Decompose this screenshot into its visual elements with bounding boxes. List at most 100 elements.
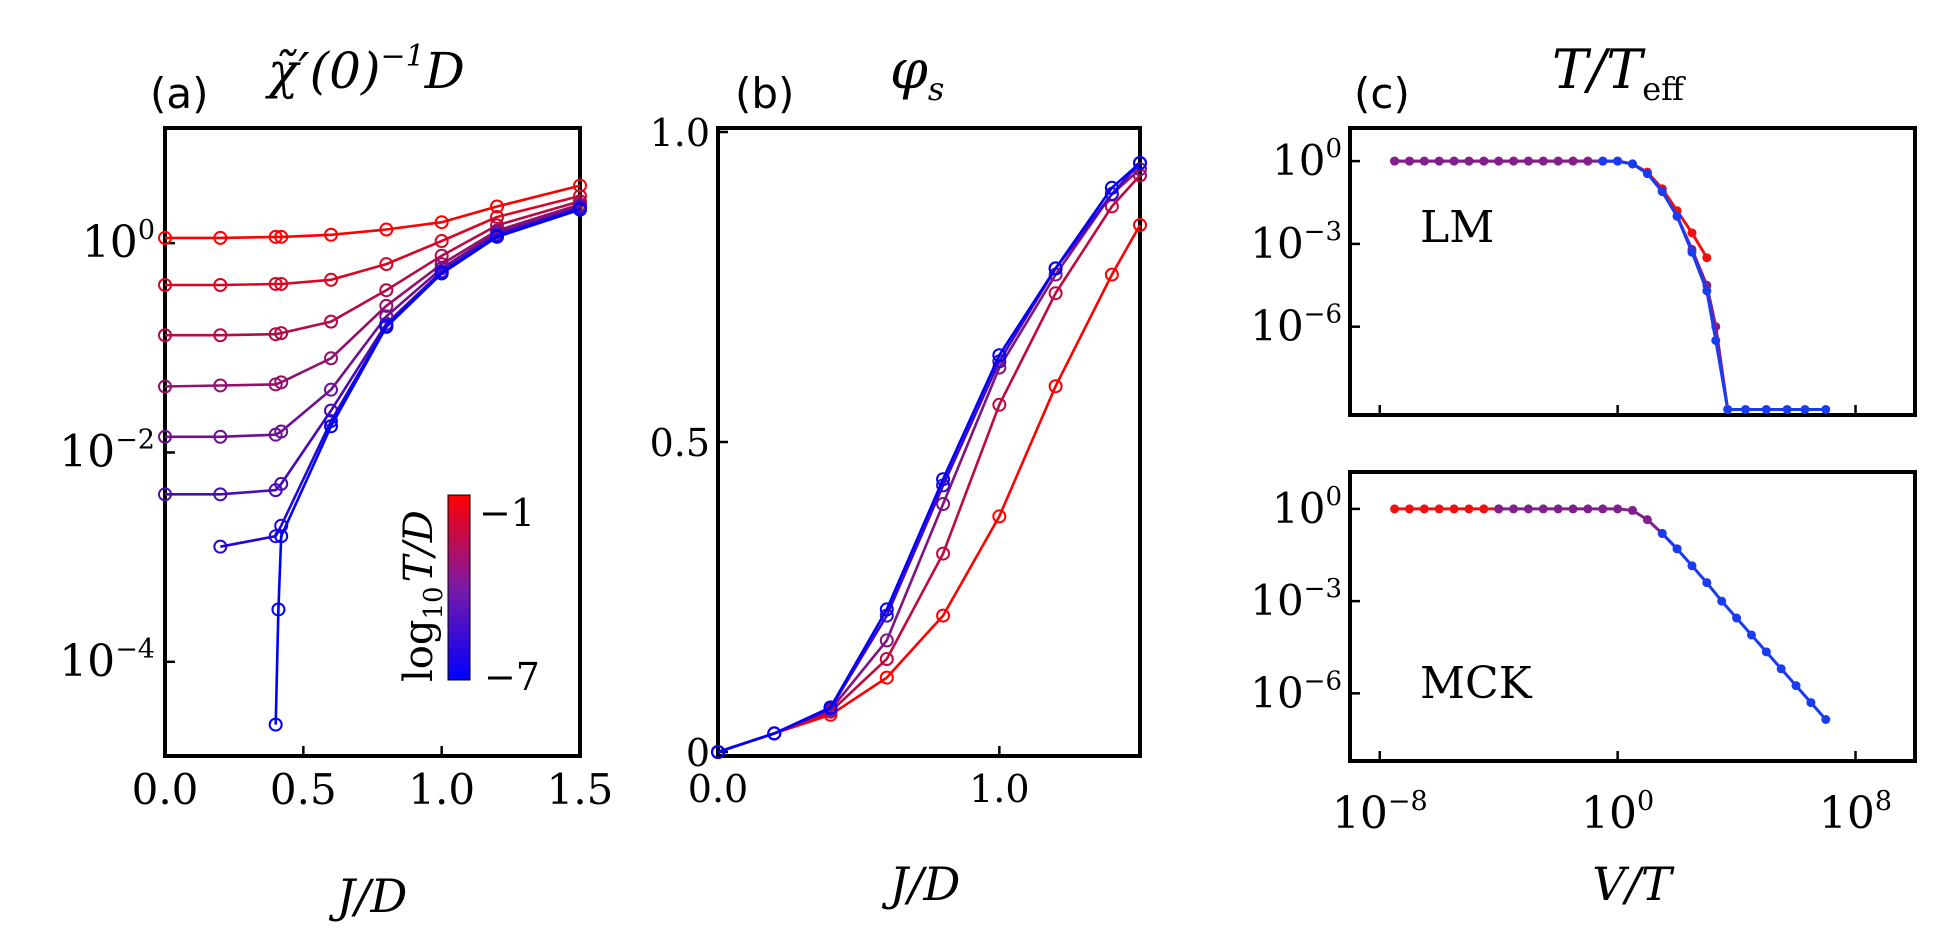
data-point: [213, 487, 228, 502]
data-point: [1568, 156, 1578, 166]
y-tick-label: 10−6: [1250, 666, 1342, 717]
data-point: [1782, 404, 1792, 414]
data-point: [1672, 211, 1682, 221]
data-point: [490, 199, 504, 214]
data-point: [379, 257, 394, 272]
panel-c-mck-label: MCK: [1420, 658, 1533, 709]
data-point: [158, 379, 172, 394]
data-point: [879, 670, 894, 685]
data-point: [992, 397, 1007, 412]
data-point: [1523, 504, 1533, 514]
data-point: [936, 546, 951, 561]
data-point: [1657, 528, 1667, 538]
data-point: [936, 497, 951, 511]
data-point: [1434, 504, 1444, 514]
data-point: [1806, 698, 1816, 708]
data-point: [1464, 156, 1474, 166]
data-point: [158, 278, 172, 292]
x-tick-label: 0.0: [688, 767, 748, 811]
data-point: [379, 222, 394, 237]
data-point: [823, 700, 838, 715]
y-tick-label: 0.5: [650, 421, 710, 465]
data-point: [879, 633, 894, 648]
data-point: [879, 602, 894, 617]
y-tick-label: 10−4: [59, 634, 155, 687]
panel-b-label: (b): [735, 69, 794, 118]
data-point: [1583, 156, 1593, 166]
panel-c-title: T/Teff: [1552, 38, 1686, 108]
y-tick-label: 100: [82, 215, 155, 268]
x-tick-label: 1.0: [408, 765, 475, 814]
data-point: [992, 509, 1007, 524]
y-tick-label: 100: [1272, 482, 1342, 533]
data-point: [1479, 504, 1489, 514]
data-point: [1048, 261, 1063, 276]
data-point: [434, 266, 449, 281]
data-point: [490, 209, 504, 224]
data-point: [1598, 504, 1608, 514]
series-line: [165, 205, 581, 439]
data-point: [213, 328, 228, 343]
y-tick-label: 10−6: [1250, 300, 1342, 351]
panel-b-title: φs: [890, 38, 944, 108]
panel-c-mck-frame: [1348, 470, 1917, 763]
data-point: [1404, 156, 1414, 166]
data-point: [274, 276, 289, 291]
data-point: [379, 283, 394, 298]
y-tick-label: 10−2: [59, 424, 155, 477]
data-point: [573, 178, 587, 193]
data-point: [1642, 515, 1652, 525]
data-point: [268, 327, 283, 342]
data-point: [1390, 156, 1400, 166]
data-point: [213, 429, 228, 444]
series-line: [717, 162, 1141, 754]
data-point: [1419, 156, 1429, 166]
panel-a-xlabel: J/D: [329, 869, 408, 923]
data-point: [379, 319, 394, 334]
data-point: [1538, 156, 1548, 166]
data-point: [213, 539, 228, 554]
data-point: [1687, 561, 1697, 571]
panel-c-series: [1390, 156, 1831, 724]
y-tick-label: 10−3: [1250, 574, 1342, 625]
data-point: [1776, 664, 1786, 674]
data-point: [1761, 647, 1771, 657]
data-point: [1657, 186, 1667, 196]
data-point: [1732, 613, 1742, 623]
data-point: [324, 382, 338, 397]
data-point: [274, 326, 289, 341]
data-point: [213, 230, 228, 245]
colorbar: [447, 494, 471, 681]
data-point: [1687, 228, 1697, 238]
data-point: [379, 298, 394, 313]
panel-a: (a) χ̃′(0)−1D 0.0 0.5 1.0 1.5 100 10−2 10−4 −1…: [59, 39, 613, 923]
data-point: [1613, 156, 1623, 166]
data-point: [158, 328, 172, 343]
series-line: [165, 200, 581, 337]
data-point: [1711, 335, 1721, 345]
panel-b-xlabel: J/D: [882, 857, 961, 911]
x-tick-label: 0.5: [270, 765, 337, 814]
colorbar-top-label: −1: [479, 491, 535, 535]
data-point: [324, 227, 338, 242]
data-point: [158, 487, 172, 502]
panel-b: (b) φs 0.0 1.0 0 0.5 1.0 J/D: [650, 38, 1147, 911]
y-tick-label: 0: [686, 731, 710, 775]
data-point: [879, 652, 894, 666]
series-line: [164, 203, 581, 388]
series-line: [1602, 159, 1826, 411]
data-point: [1133, 218, 1147, 232]
data-point: [271, 602, 286, 617]
data-point: [1717, 596, 1727, 606]
data-point: [1702, 578, 1712, 588]
data-point: [1538, 504, 1548, 514]
data-point: [1821, 714, 1831, 724]
x-tick-label: 1.0: [969, 767, 1029, 811]
data-point: [1761, 404, 1771, 414]
data-point: [274, 529, 289, 544]
panel-c-xlabel: V/T: [1592, 857, 1675, 911]
data-point: [1523, 156, 1533, 166]
data-point: [1434, 156, 1444, 166]
data-point: [158, 230, 172, 245]
